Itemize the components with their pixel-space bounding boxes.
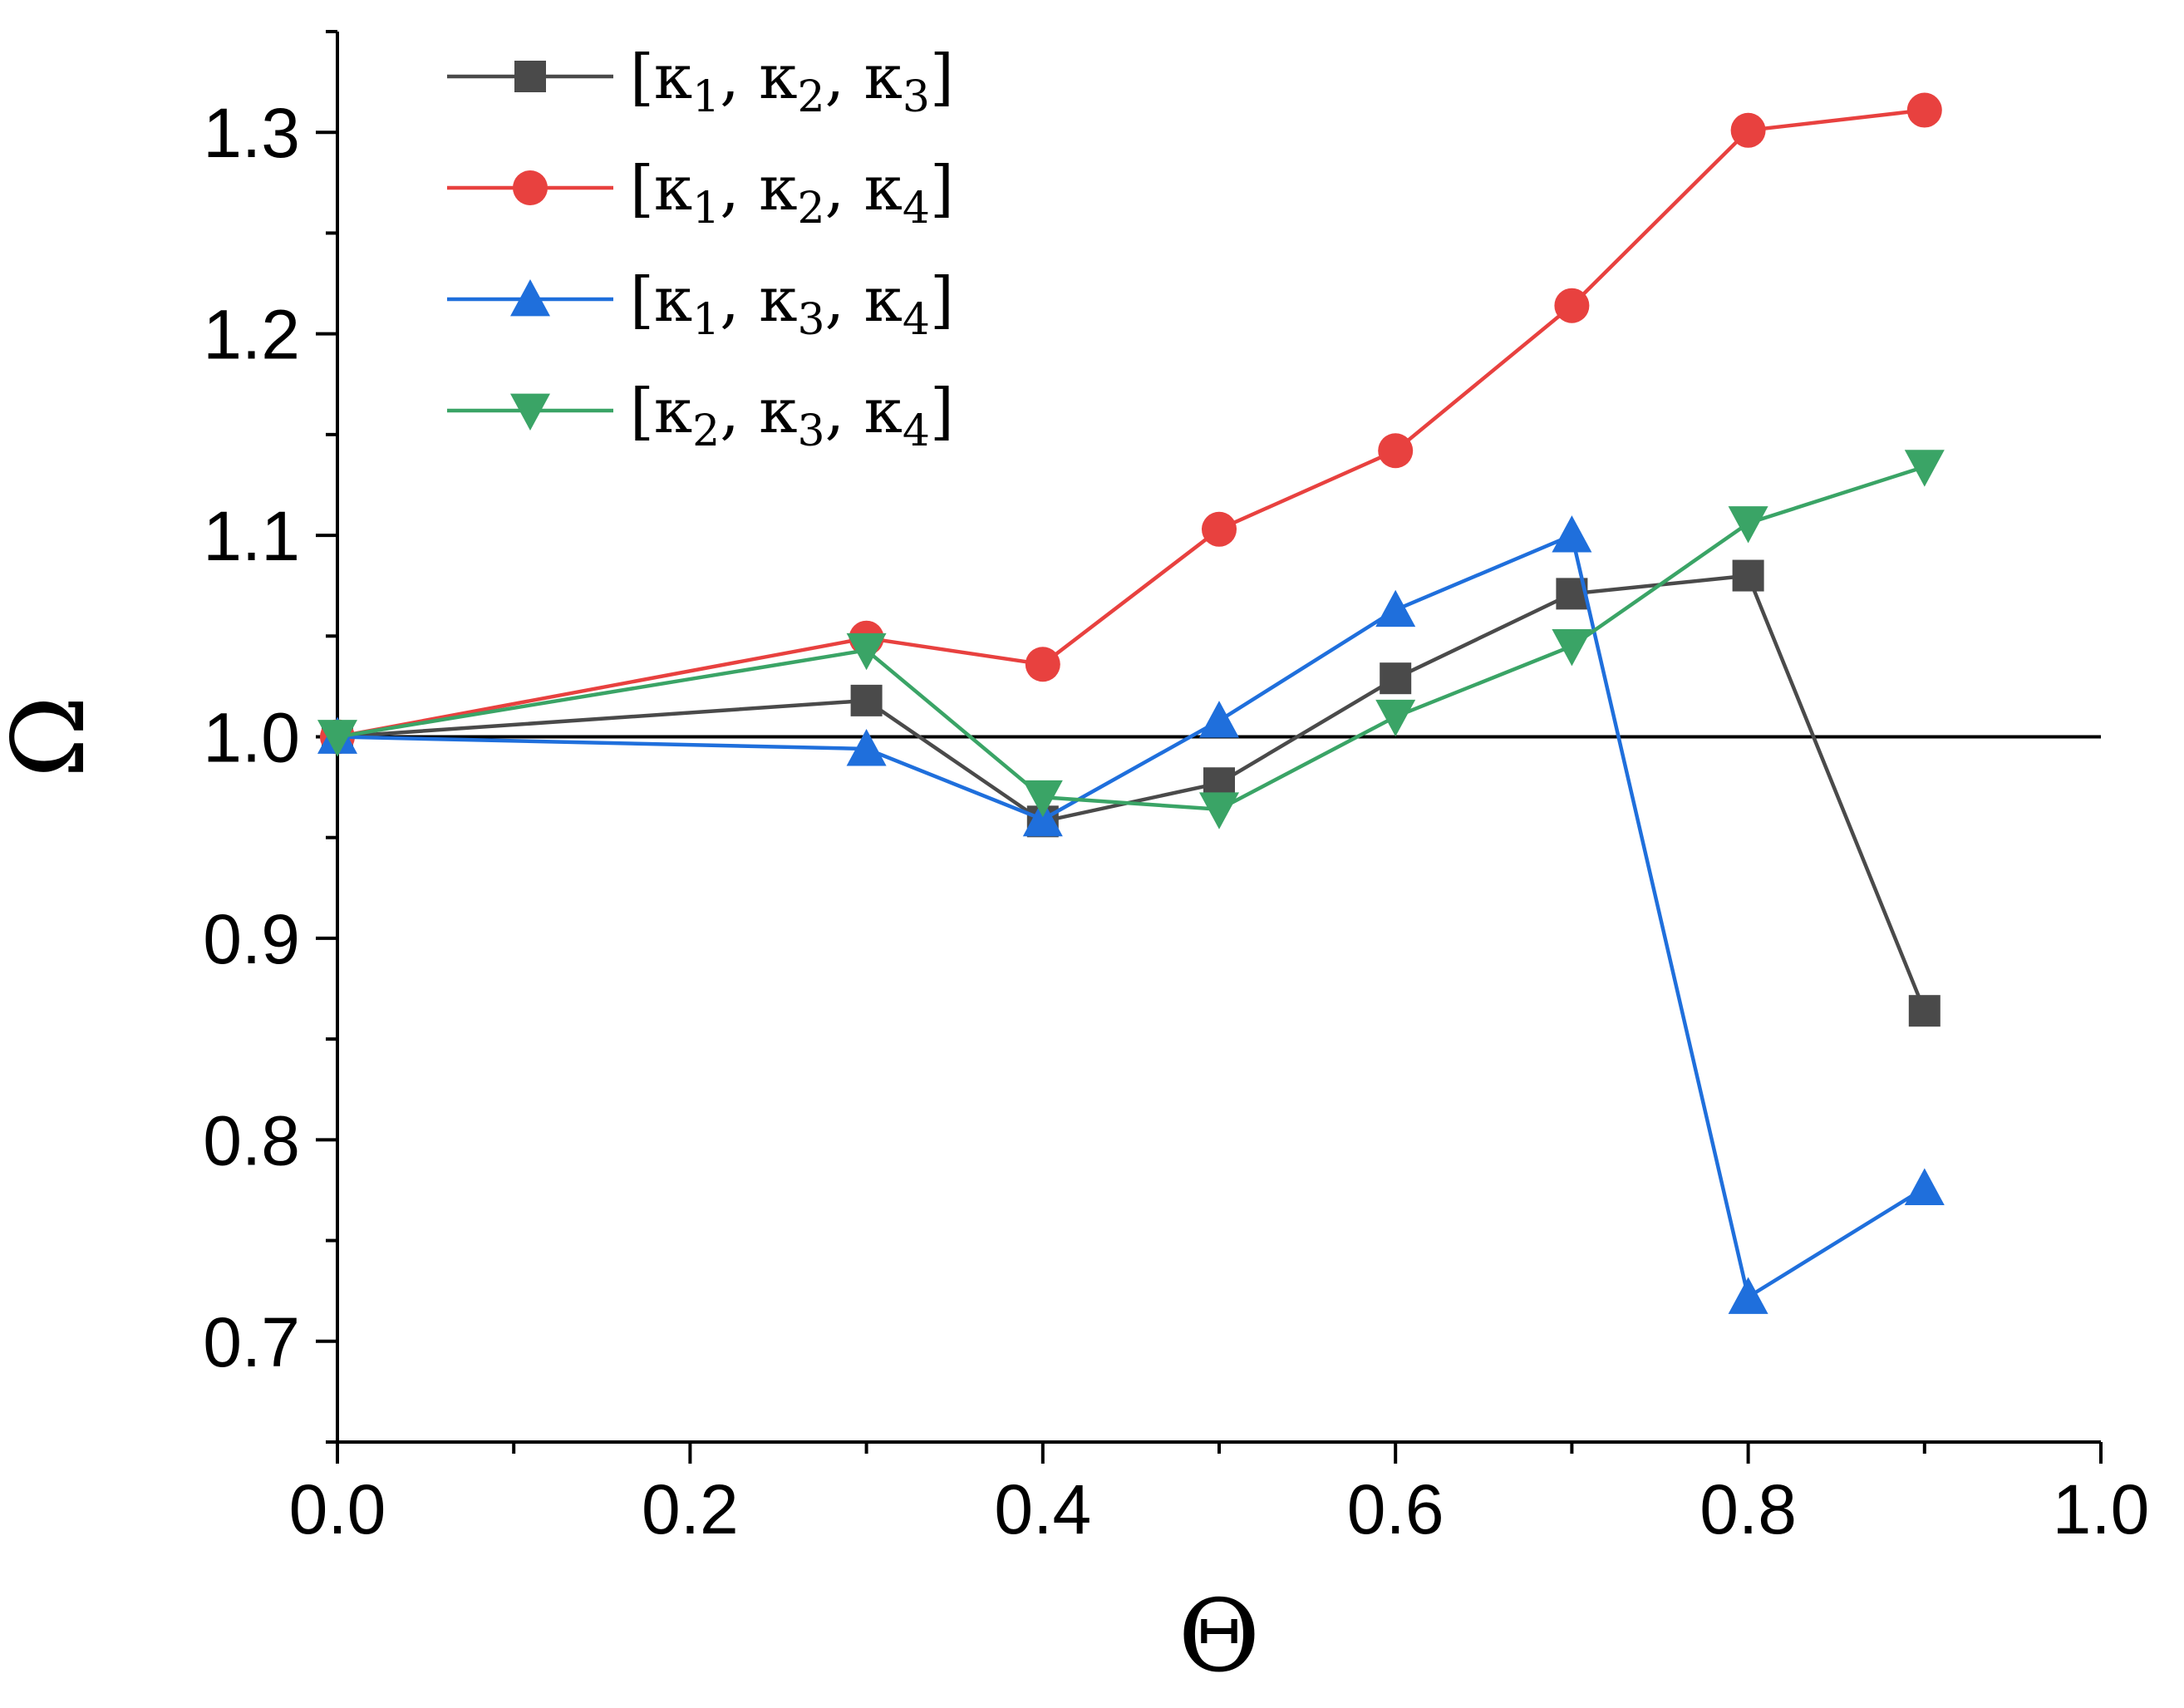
legend-label-part: , κ (825, 42, 903, 113)
data-point (1380, 662, 1412, 695)
legend-marker (513, 170, 548, 205)
data-point (1552, 629, 1592, 667)
x-tick-label: 0.0 (289, 1470, 386, 1548)
y-tick-label: 1.2 (203, 296, 300, 374)
data-point (1554, 288, 1590, 323)
legend-label-subscript: 4 (903, 184, 930, 234)
data-point (1199, 792, 1239, 829)
legend-label-part: [κ (630, 42, 692, 113)
legend-label-part: , κ (720, 376, 797, 447)
legend-label-part: , κ (720, 153, 797, 224)
data-point (1199, 701, 1239, 738)
legend-label-subscript: 4 (903, 295, 930, 345)
y-tick-label: 1.1 (203, 497, 300, 575)
data-point (1728, 506, 1768, 544)
x-tick-label: 0.6 (1347, 1470, 1444, 1548)
legend-label-part: , κ (825, 153, 903, 224)
legend-marker (514, 61, 546, 92)
series-line (337, 465, 1926, 812)
series-group (317, 92, 1945, 1314)
series-line (337, 573, 1926, 1012)
legend-entry: [κ1, κ3, κ4] (447, 264, 954, 345)
data-point (1552, 515, 1592, 553)
legend-entry: [κ1, κ2, κ4] (447, 153, 954, 234)
data-point (1908, 995, 1941, 1027)
legend-label-subscript: 3 (903, 72, 930, 122)
data-point (1025, 647, 1060, 682)
legend-entry: [κ2, κ3, κ4] (447, 376, 954, 456)
data-point (850, 684, 883, 716)
data-point (1378, 433, 1414, 469)
legend-label: [κ1, κ2, κ4] (630, 153, 954, 234)
legend-label-part: , κ (825, 264, 903, 336)
legend-label-part: [κ (630, 376, 692, 447)
legend-label-part: ] (930, 264, 954, 336)
legend-label-subscript: 3 (798, 295, 825, 345)
legend-marker (510, 279, 550, 317)
data-point (1730, 112, 1766, 148)
axes: 0.0 0.2 0.4 0.6 0.8 1.0 0.7 0.8 0.9 1.0 1.1 1.2 1.3 (203, 30, 2150, 1548)
data-point (846, 729, 887, 766)
series-4 (317, 450, 1945, 829)
y-tick-label: 1.0 (203, 699, 300, 777)
y-tick-label: 0.7 (203, 1303, 300, 1381)
legend-label-part: , κ (720, 42, 797, 113)
legend-label-part: ] (930, 153, 954, 224)
data-point (1022, 780, 1063, 818)
legend-label-part: ] (930, 376, 954, 447)
data-point (317, 720, 357, 757)
x-tick-label: 1.0 (2053, 1470, 2150, 1548)
data-point (1904, 450, 1945, 487)
legend-label-part: [κ (630, 153, 692, 224)
legend-label-part: [κ (630, 264, 692, 336)
data-point (1202, 511, 1237, 547)
y-tick-label: 0.9 (203, 900, 300, 978)
legend-label-subscript: 1 (692, 184, 720, 234)
x-tick-label: 0.2 (642, 1470, 739, 1548)
legend-label: [κ1, κ2, κ3] (630, 42, 954, 122)
data-point (846, 633, 887, 671)
x-axis-title: Θ (1178, 1579, 1260, 1695)
data-point (1375, 699, 1416, 737)
legend-label-part: , κ (720, 264, 797, 336)
legend-label-subscript: 2 (692, 406, 720, 456)
legend-label-subscript: 4 (903, 406, 930, 456)
data-point (1904, 1168, 1945, 1205)
y-tick-label: 1.3 (203, 94, 300, 172)
y-axis-title: Ω (0, 696, 107, 779)
data-point (1022, 799, 1063, 837)
legend-label-subscript: 2 (798, 184, 825, 234)
y-tick-label: 0.8 (203, 1101, 300, 1179)
legend-label: [κ2, κ3, κ4] (630, 376, 954, 456)
legend-entry: [κ1, κ2, κ3] (447, 42, 954, 122)
legend-marker (510, 393, 550, 431)
x-tick-label: 0.4 (994, 1470, 1091, 1548)
series-line (337, 533, 1926, 1299)
data-point (1728, 1277, 1768, 1314)
data-point (1906, 92, 1942, 128)
series-line (337, 108, 1926, 739)
legend-label-subscript: 3 (798, 406, 825, 456)
data-point (1732, 559, 1764, 592)
data-point (1375, 589, 1416, 628)
legend-label-subscript: 1 (692, 295, 720, 345)
legend-label-subscript: 2 (798, 72, 825, 122)
legend-label-part: ] (930, 42, 954, 113)
legend: [κ1, κ2, κ3][κ1, κ2, κ4][κ1, κ3, κ4][κ2,… (447, 42, 954, 456)
legend-label-part: , κ (825, 376, 903, 447)
legend-label: [κ1, κ3, κ4] (630, 264, 954, 345)
x-tick-label: 0.8 (1699, 1470, 1797, 1548)
legend-label-subscript: 1 (692, 72, 720, 122)
